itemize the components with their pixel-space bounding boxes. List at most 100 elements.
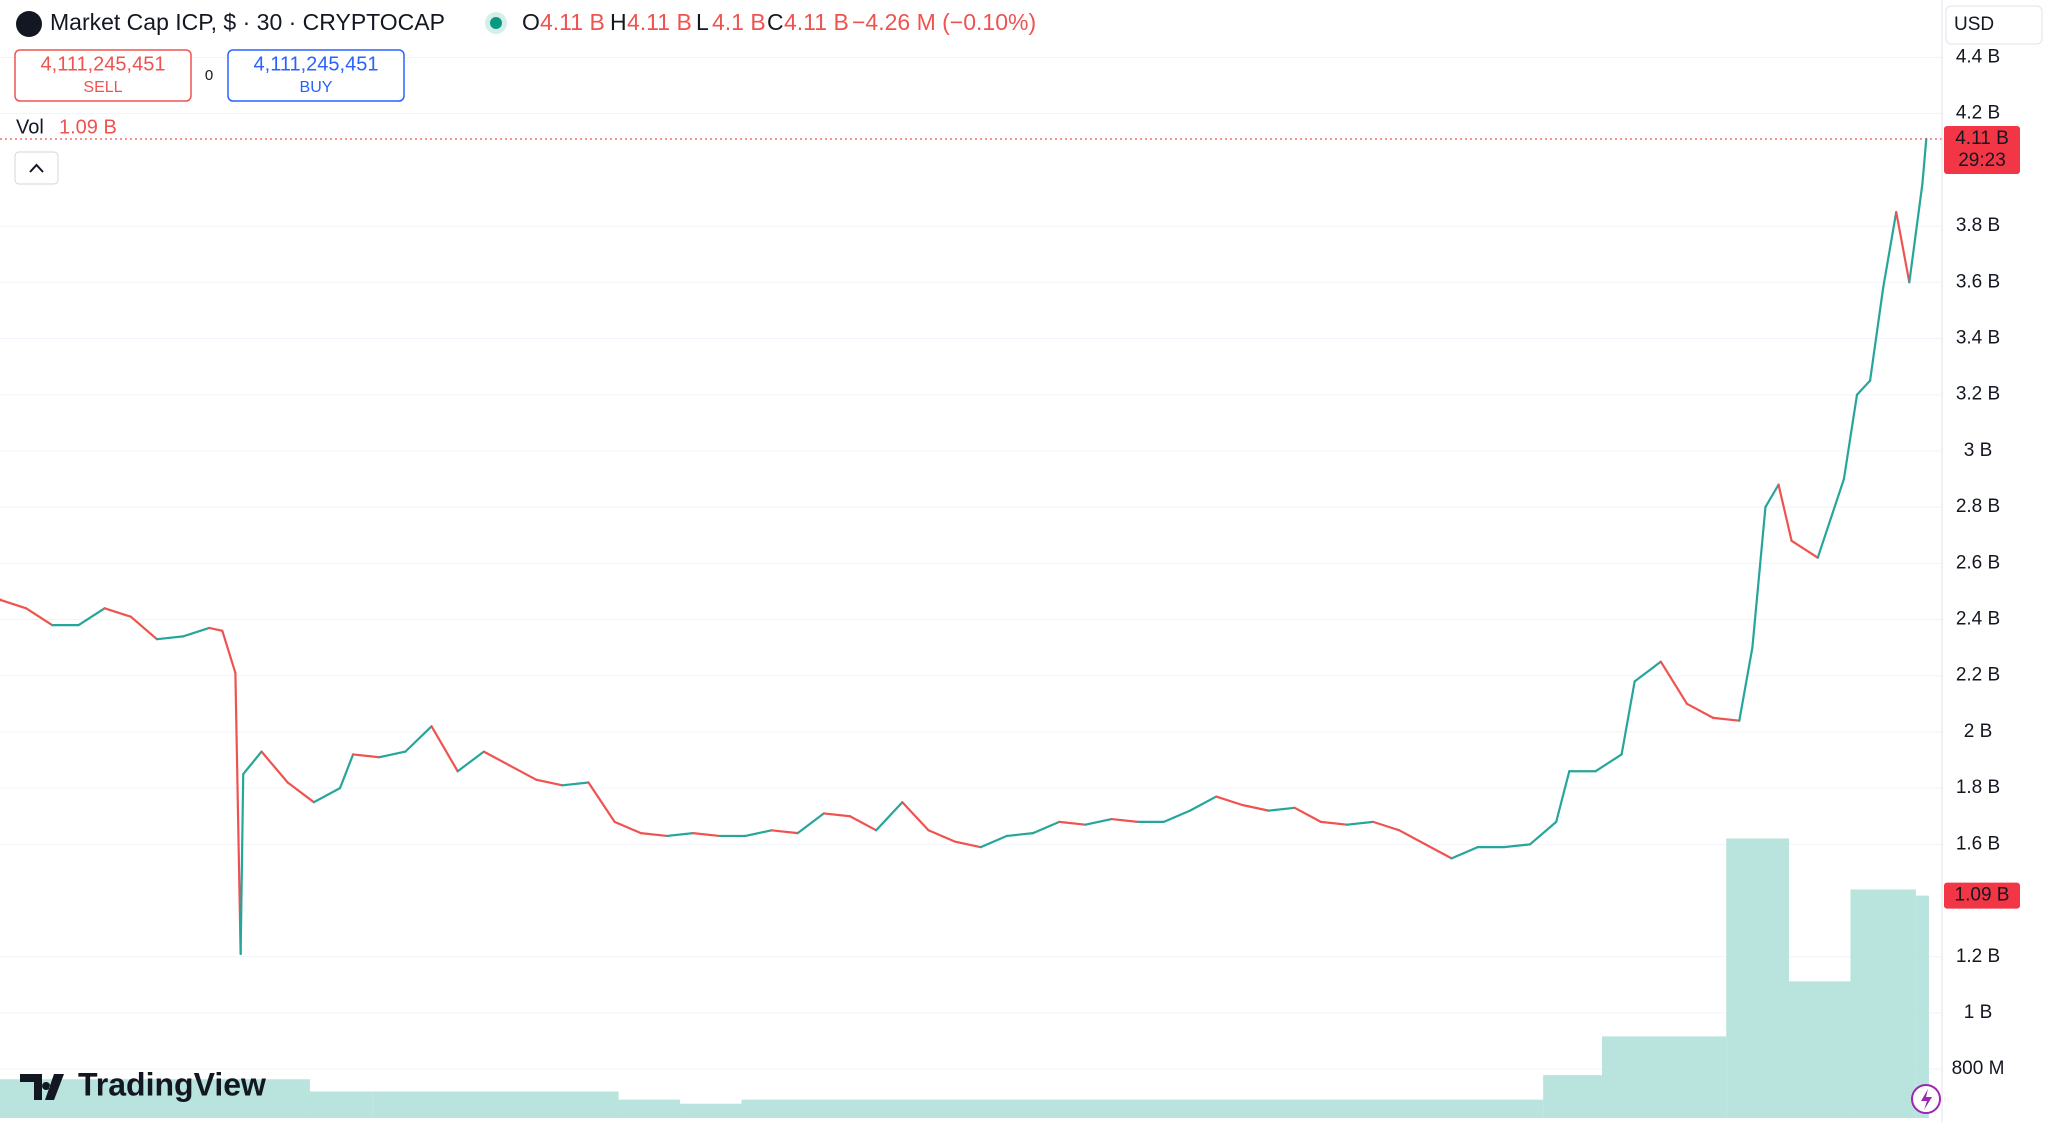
price-segment bbox=[979, 834, 1009, 849]
y-tick-label: 1.6 B bbox=[1956, 833, 2000, 854]
y-tick-label: 3.6 B bbox=[1956, 271, 2000, 292]
price-segment bbox=[456, 750, 485, 773]
y-tick-label: 1 B bbox=[1964, 1002, 1993, 1023]
price-segment bbox=[338, 753, 355, 790]
brand: TradingView bbox=[78, 1066, 266, 1102]
last-volume-label: 1.09 B bbox=[1955, 885, 2010, 906]
y-tick-label: 4.4 B bbox=[1956, 46, 2000, 67]
price-segment bbox=[1005, 832, 1035, 838]
ohlc-h-label: H bbox=[610, 9, 627, 35]
ohlc-o: 4.11 B bbox=[540, 9, 605, 35]
y-tick-label: 1.2 B bbox=[1956, 946, 2000, 967]
volume-bar bbox=[372, 1091, 619, 1118]
volume-bar bbox=[1788, 981, 1851, 1118]
price-segment bbox=[482, 750, 512, 767]
chart-title: Market Cap ICP, $ · 30 · CRYPTOCAP bbox=[50, 9, 445, 35]
y-tick-label: 2 B bbox=[1964, 721, 1993, 742]
ohlc-c-label: C bbox=[767, 9, 784, 35]
price-segment bbox=[639, 832, 669, 838]
price-segment bbox=[221, 629, 237, 675]
price-segment bbox=[665, 832, 695, 838]
price-segment bbox=[260, 750, 289, 784]
volume-legend-label: Vol bbox=[16, 116, 44, 138]
price-segment bbox=[351, 753, 381, 759]
price-series bbox=[0, 137, 1942, 956]
price-segment bbox=[1241, 803, 1270, 812]
price-segment bbox=[1188, 795, 1218, 812]
price-segment bbox=[1659, 660, 1689, 705]
price-segment bbox=[234, 671, 242, 956]
price-segment bbox=[1868, 286, 1885, 382]
price-segment bbox=[1764, 483, 1780, 509]
price-segment bbox=[1555, 770, 1571, 823]
price-segment bbox=[1424, 843, 1453, 860]
price-segment bbox=[1528, 820, 1558, 846]
price-segment bbox=[822, 812, 852, 818]
price-segment bbox=[1685, 702, 1715, 719]
price-segment bbox=[1319, 820, 1349, 826]
sell-price: 4,111,245,451 bbox=[41, 53, 166, 75]
price-segment bbox=[312, 787, 342, 804]
ohlc-h: 4.11 B bbox=[627, 9, 692, 35]
y-tick-label: 2.4 B bbox=[1956, 609, 2000, 630]
price-segment bbox=[1842, 393, 1859, 481]
volume-bar bbox=[680, 1103, 742, 1118]
ohlc-change: −4.26 M (−0.10%) bbox=[852, 9, 1036, 35]
y-tick-label: 3.2 B bbox=[1956, 384, 2000, 405]
price-segment bbox=[1267, 806, 1296, 812]
price-segment bbox=[378, 750, 407, 759]
collapse-icon bbox=[29, 163, 44, 173]
price-segment bbox=[129, 615, 159, 641]
price-segment bbox=[1594, 753, 1623, 773]
price-segment bbox=[927, 829, 956, 843]
price-segment bbox=[1084, 817, 1113, 826]
sell-button[interactable] bbox=[14, 49, 192, 102]
price-segment bbox=[1790, 539, 1819, 559]
price-segment bbox=[1032, 820, 1061, 835]
y-tick-label: 2.8 B bbox=[1956, 496, 2000, 517]
last-volume-badge bbox=[1944, 882, 2020, 909]
grid bbox=[0, 56, 1942, 1070]
buy-button[interactable] bbox=[227, 49, 405, 102]
y-tick-label: 4.2 B bbox=[1956, 103, 2000, 124]
volume-bar bbox=[1543, 1075, 1602, 1118]
price-segment bbox=[901, 801, 930, 832]
collapse-button[interactable] bbox=[14, 151, 59, 185]
countdown: 29:23 bbox=[1958, 150, 2006, 171]
buy-price: 4,111,245,451 bbox=[254, 53, 379, 75]
price-segment bbox=[953, 840, 982, 849]
price-segment bbox=[1633, 660, 1662, 683]
volume-bar bbox=[618, 1099, 681, 1118]
ohlc-l: 4.1 B bbox=[712, 9, 766, 35]
price-segment bbox=[613, 820, 642, 835]
volume-bar bbox=[1601, 1036, 1727, 1118]
currency-button[interactable] bbox=[1945, 5, 2043, 45]
y-tick-label: 3.8 B bbox=[1956, 215, 2000, 236]
spread: 0 bbox=[205, 67, 213, 84]
price-segment bbox=[239, 772, 245, 956]
symbol-icon bbox=[16, 11, 42, 37]
volume-bar bbox=[741, 1099, 1544, 1118]
price-segment bbox=[1777, 483, 1793, 542]
price-segment bbox=[1058, 820, 1087, 826]
price-segment bbox=[181, 626, 211, 638]
price-segment bbox=[242, 750, 263, 776]
price-segment bbox=[286, 781, 315, 804]
price-segment bbox=[155, 635, 185, 641]
last-price-badge bbox=[1944, 125, 2020, 174]
status-dot bbox=[490, 17, 502, 29]
price-segment bbox=[1921, 137, 1928, 186]
price-segment bbox=[1345, 820, 1375, 826]
price-segment bbox=[1110, 817, 1139, 823]
volume bbox=[0, 838, 1929, 1118]
price-segment bbox=[1738, 646, 1754, 722]
volume-bar bbox=[1726, 838, 1789, 1118]
volume-bar bbox=[1850, 889, 1916, 1118]
price-segment bbox=[587, 781, 616, 823]
price-segment bbox=[1895, 210, 1911, 284]
price-segment bbox=[1215, 795, 1244, 807]
price-segment bbox=[1398, 829, 1427, 846]
volume-bar bbox=[1915, 895, 1929, 1118]
volume-bar bbox=[309, 1091, 373, 1118]
